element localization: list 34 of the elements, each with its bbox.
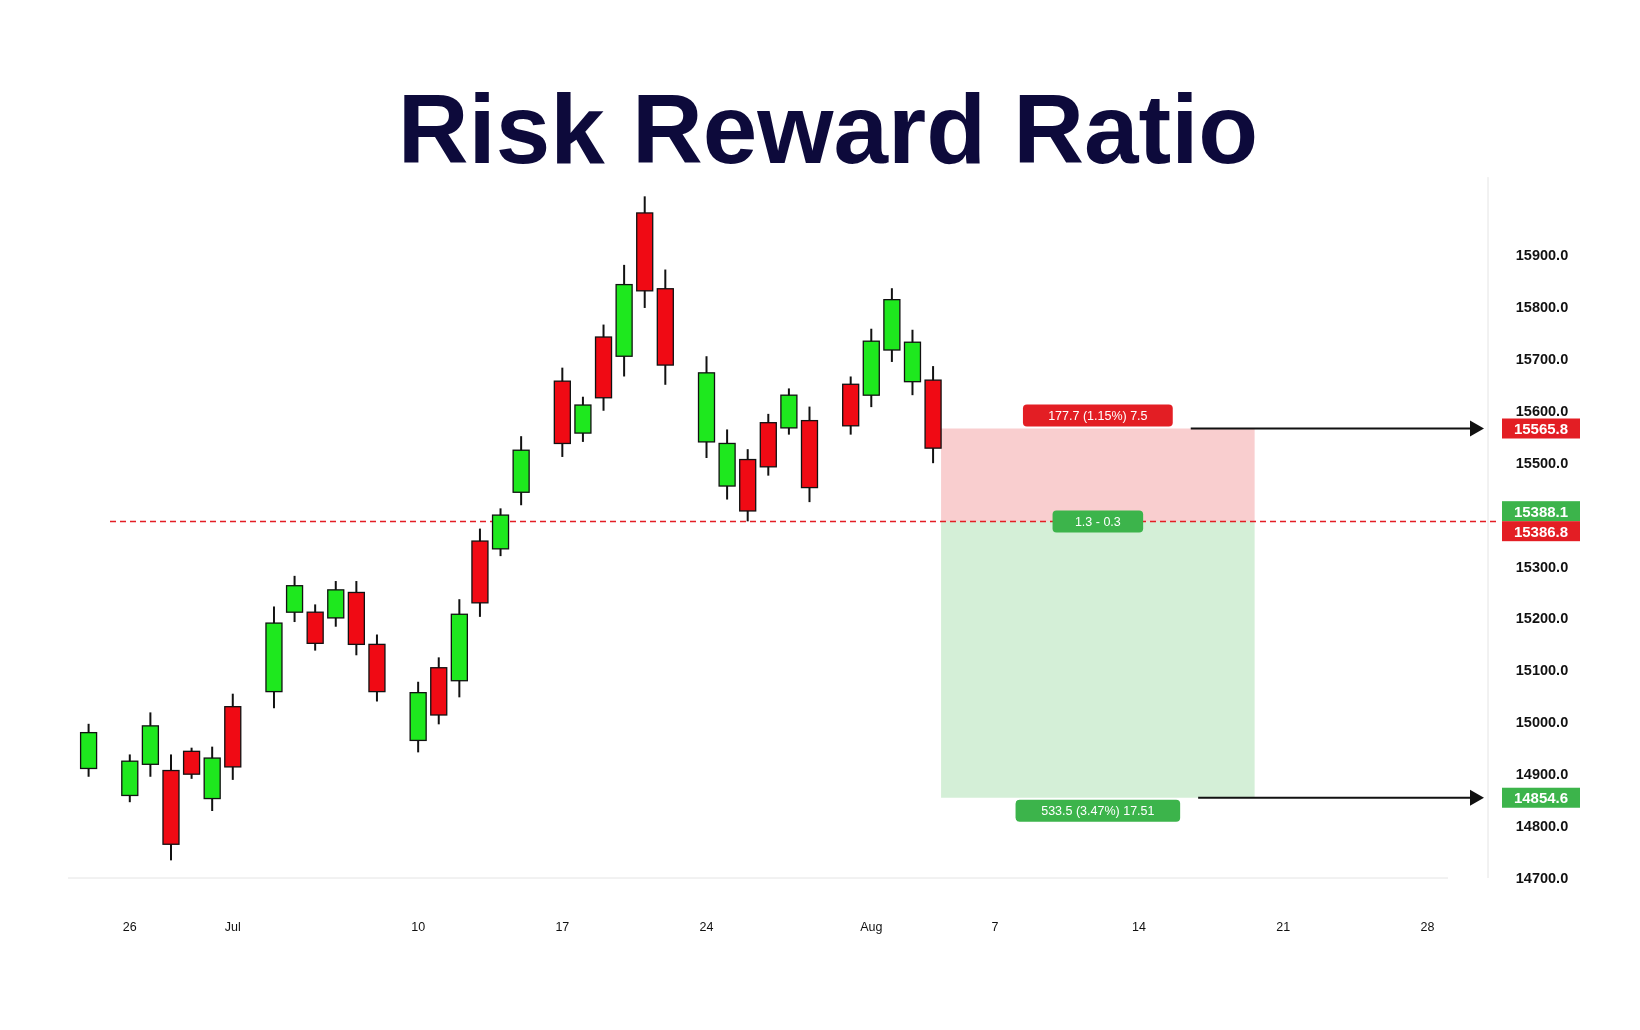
- y-tick-label: 15000.0: [1515, 714, 1569, 731]
- candlestick: [182, 746, 201, 780]
- x-tick-label: 10: [411, 920, 426, 934]
- y-tick-label: 15800.0: [1515, 298, 1569, 315]
- y-tick-label: 15200.0: [1515, 610, 1569, 627]
- y-tick-label: 15700.0: [1515, 350, 1569, 367]
- x-tick-label: Jul: [224, 920, 241, 934]
- x-tick-label: 28: [1420, 920, 1435, 934]
- ref-line-label: 15565.8: [1513, 420, 1569, 438]
- y-tick-label: 15600.0: [1515, 402, 1569, 419]
- x-tick-label: 26: [122, 920, 137, 934]
- x-tick-label: Aug: [860, 920, 883, 934]
- x-tick-label: 14: [1132, 920, 1147, 934]
- y-tick-label: 14900.0: [1515, 766, 1569, 783]
- y-tick-label: 15500.0: [1515, 454, 1569, 471]
- y-tick-label: 14800.0: [1515, 818, 1569, 835]
- annotation: 533.5 (3.47%) 17.51: [1041, 804, 1155, 819]
- ref-line-label: 15386.8: [1513, 522, 1569, 540]
- label-badge: 177.7 (1.15%) 7.5: [1022, 404, 1173, 427]
- annotation: 177.7 (1.15%) 7.5: [1048, 409, 1148, 424]
- y-tick-label: 15100.0: [1515, 662, 1569, 679]
- y-tick-label: 15300.0: [1515, 558, 1569, 575]
- y-tick-label: 15900.0: [1515, 247, 1569, 263]
- annotation: 1.3 - 0.3: [1074, 514, 1121, 529]
- ref-line-label: 14854.6: [1513, 789, 1569, 807]
- label-badge: 1.3 - 0.3: [1052, 510, 1144, 533]
- x-tick-label: 7: [991, 920, 999, 934]
- x-tick-label: 17: [555, 920, 570, 934]
- text: 15388.1: [1513, 502, 1569, 520]
- label-badge: 533.5 (3.47%) 17.51: [1015, 799, 1181, 822]
- y-tick-label: 14700.0: [1515, 870, 1569, 886]
- chart-title: Risk Reward Ratio: [397, 74, 1259, 184]
- x-tick-label: 24: [699, 920, 714, 934]
- x-tick-label: 21: [1276, 920, 1291, 934]
